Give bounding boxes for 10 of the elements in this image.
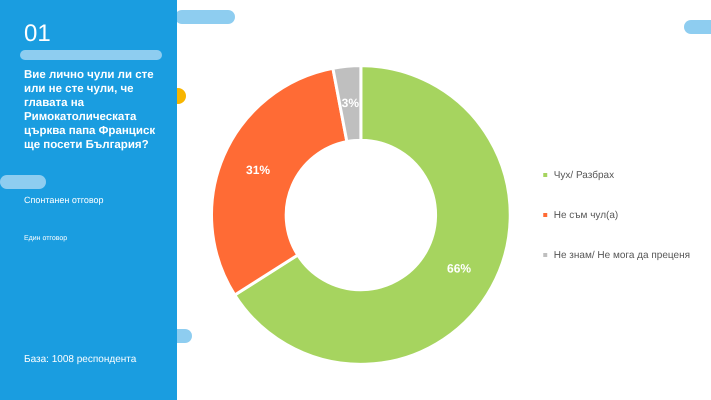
legend-label: Чух/ Разбрах xyxy=(554,170,614,181)
data-label: 31% xyxy=(246,162,270,177)
legend-label: Не знам/ Не мога да преценя xyxy=(554,250,690,261)
data-label: 66% xyxy=(447,261,472,276)
text: Вие лично чули ли сте или не сте чули, че главата на Римокатолическата църква папа Франциск ще посети България? xyxy=(24,68,156,152)
text: 01 xyxy=(24,20,51,47)
data-label: 3% xyxy=(342,96,360,110)
text: База: 1008 респондента xyxy=(24,354,136,365)
text: Спонтанен отговор xyxy=(24,195,104,205)
legend-label: Не съм чул(а) xyxy=(554,210,618,221)
